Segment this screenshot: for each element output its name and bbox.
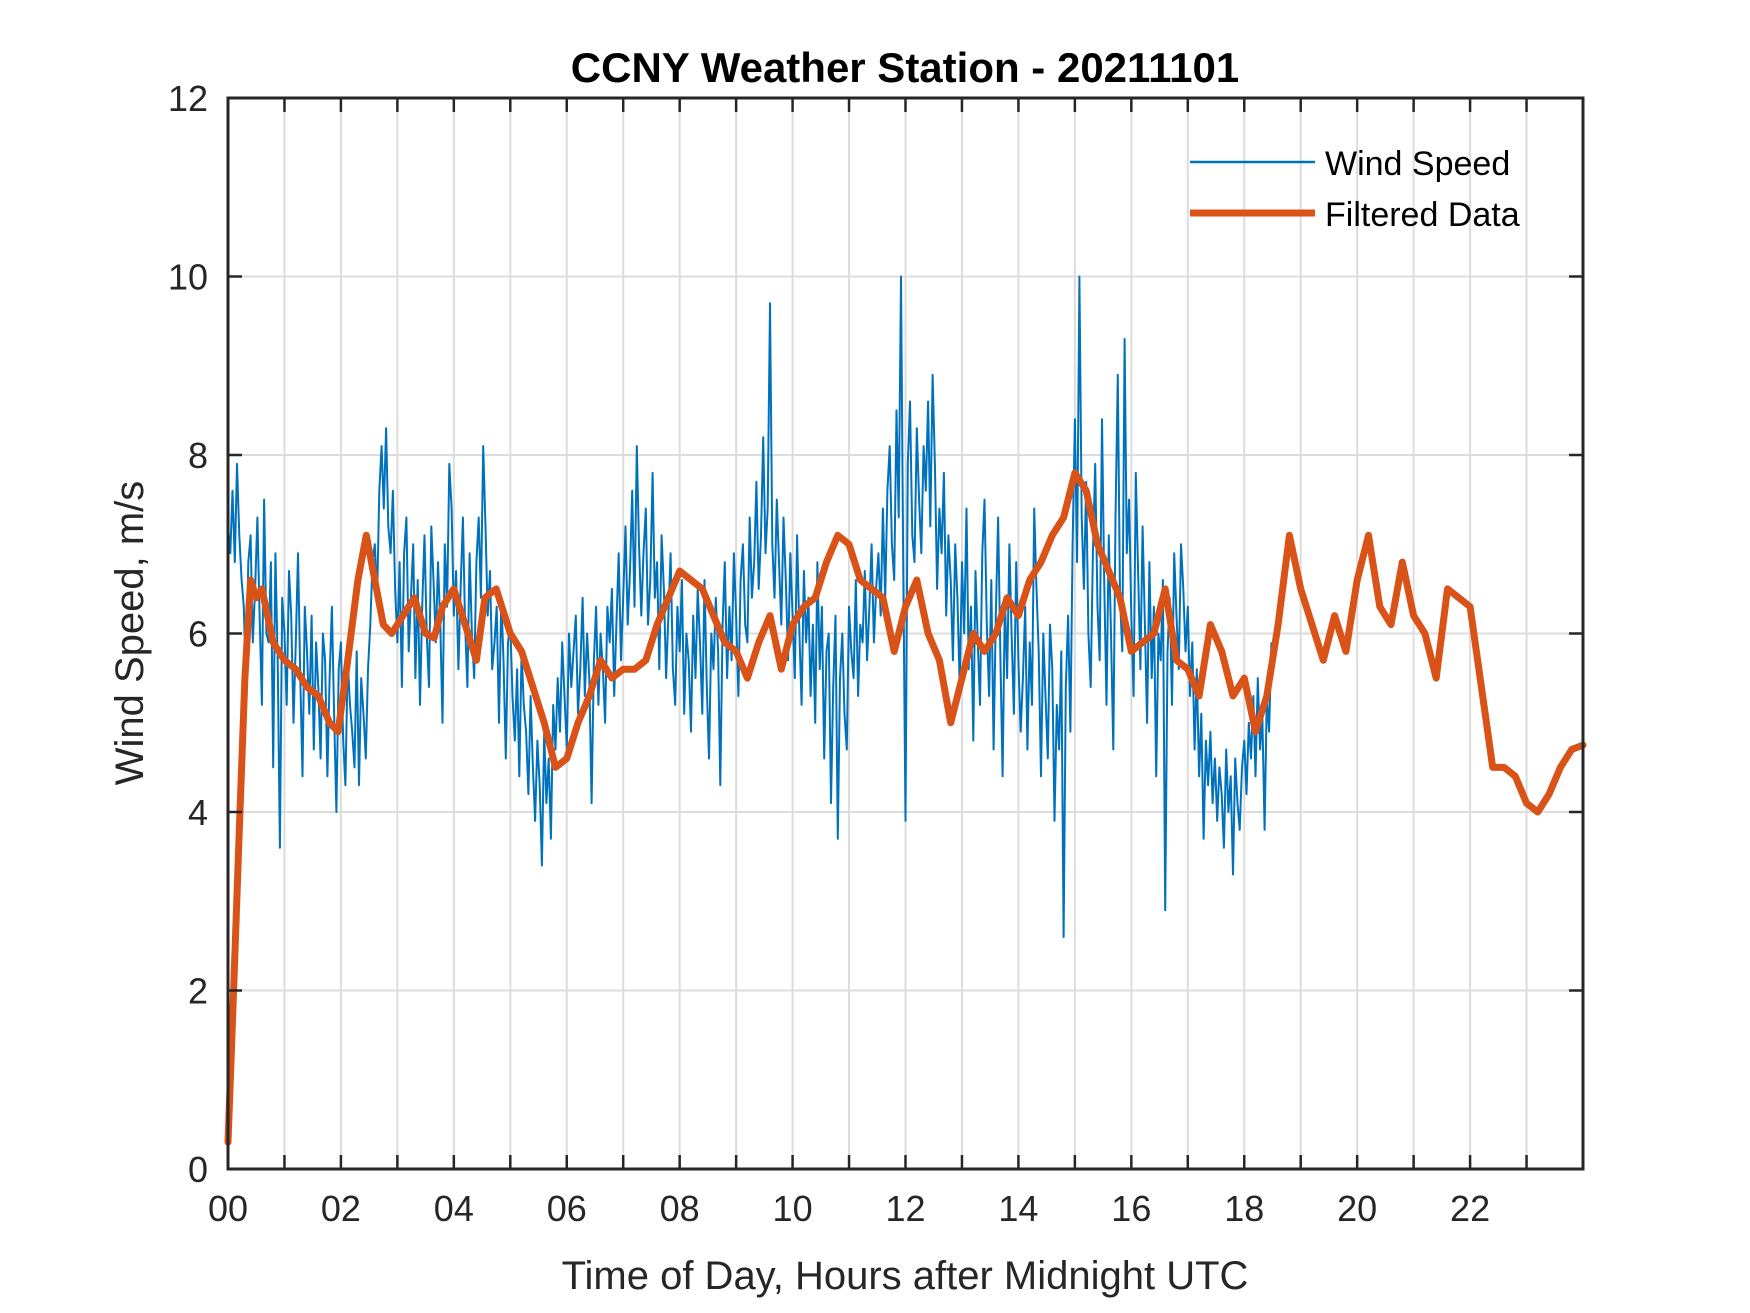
x-tick-label: 16 xyxy=(1111,1188,1151,1229)
y-tick-label: 0 xyxy=(188,1149,208,1190)
chart-title: CCNY Weather Station - 20211101 xyxy=(571,44,1239,91)
series-line-wind-speed xyxy=(227,275,1273,938)
y-tick-label: 6 xyxy=(188,614,208,655)
x-tick-label: 20 xyxy=(1337,1188,1377,1229)
y-tick-label: 4 xyxy=(188,792,208,833)
x-tick-label: 06 xyxy=(547,1188,587,1229)
x-tick-label: 14 xyxy=(998,1188,1038,1229)
legend: Wind Speed Filtered Data xyxy=(1190,145,1520,234)
x-tick-label: 22 xyxy=(1450,1188,1490,1229)
x-tick-label: 12 xyxy=(885,1188,925,1229)
x-tick-label: 00 xyxy=(208,1188,248,1229)
y-axis-label: Wind Speed, m/s xyxy=(108,481,152,786)
legend-label-filtered-data: Filtered Data xyxy=(1325,196,1520,234)
y-tick-label: 12 xyxy=(168,78,208,119)
series-layer xyxy=(224,275,1587,1146)
x-axis-label: Time of Day, Hours after Midnight UTC xyxy=(562,1254,1249,1298)
series-line-filtered-data xyxy=(224,469,1587,1146)
axes-box xyxy=(226,96,1585,1171)
x-tick-label: 02 xyxy=(321,1188,361,1229)
x-tick-label: 18 xyxy=(1224,1188,1264,1229)
y-tick-label: 10 xyxy=(168,257,208,298)
x-tick-label: 08 xyxy=(660,1188,700,1229)
x-tick-label: 10 xyxy=(773,1188,813,1229)
y-tick-label: 2 xyxy=(188,971,208,1012)
x-tick-label: 04 xyxy=(434,1188,474,1229)
y-tick-label: 8 xyxy=(188,435,208,476)
legend-label-wind-speed: Wind Speed xyxy=(1325,145,1510,183)
